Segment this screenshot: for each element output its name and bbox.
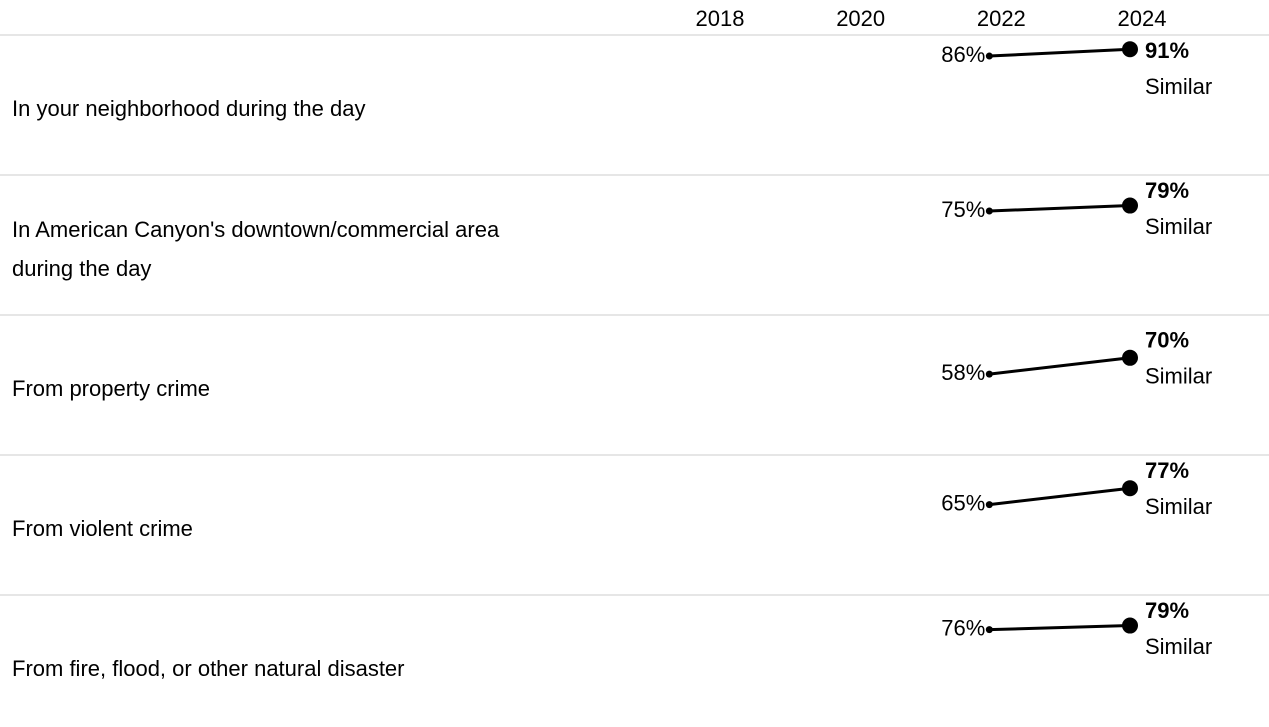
year-header: 2020	[836, 6, 885, 31]
trend-line	[989, 486, 1131, 507]
start-value-label: 76%	[941, 615, 985, 640]
end-point	[1122, 197, 1138, 214]
start-point	[985, 626, 993, 634]
start-point	[985, 52, 993, 60]
end-value-label: 70%	[1145, 328, 1189, 353]
row-label: In your neighborhood during the day	[12, 96, 365, 121]
comparison-label: Similar	[1145, 364, 1212, 389]
end-value-label: 77%	[1145, 458, 1189, 483]
start-point	[985, 501, 993, 509]
end-value-label: 91%	[1145, 38, 1189, 63]
start-value-label: 86%	[941, 42, 985, 67]
start-value-label: 65%	[941, 490, 985, 515]
start-value-label: 58%	[941, 360, 985, 385]
comparison-label: Similar	[1145, 494, 1212, 519]
end-value-label: 79%	[1145, 178, 1189, 203]
year-header: 2022	[977, 6, 1026, 31]
end-point	[1122, 480, 1138, 497]
row-label: From property crime	[12, 376, 210, 401]
row-label: From violent crime	[12, 516, 193, 541]
end-point	[1122, 617, 1138, 634]
start-point	[985, 207, 993, 215]
trend-line	[989, 624, 1131, 632]
comparison-label: Similar	[1145, 214, 1212, 239]
trend-line	[989, 47, 1131, 58]
end-point	[1122, 349, 1138, 366]
row-label: In American Canyon's downtown/commercial…	[12, 217, 500, 242]
row-label: during the day	[12, 256, 151, 281]
start-value-label: 75%	[941, 197, 985, 222]
end-value-label: 79%	[1145, 598, 1189, 623]
year-header: 2024	[1118, 6, 1167, 31]
start-point	[985, 370, 993, 378]
trend-line	[989, 204, 1131, 213]
comparison-label: Similar	[1145, 634, 1212, 659]
row-label: From fire, flood, or other natural disas…	[12, 656, 405, 681]
comparison-label: Similar	[1145, 74, 1212, 99]
year-header: 2018	[696, 6, 745, 31]
end-point	[1122, 41, 1138, 58]
trend-line	[989, 356, 1131, 376]
